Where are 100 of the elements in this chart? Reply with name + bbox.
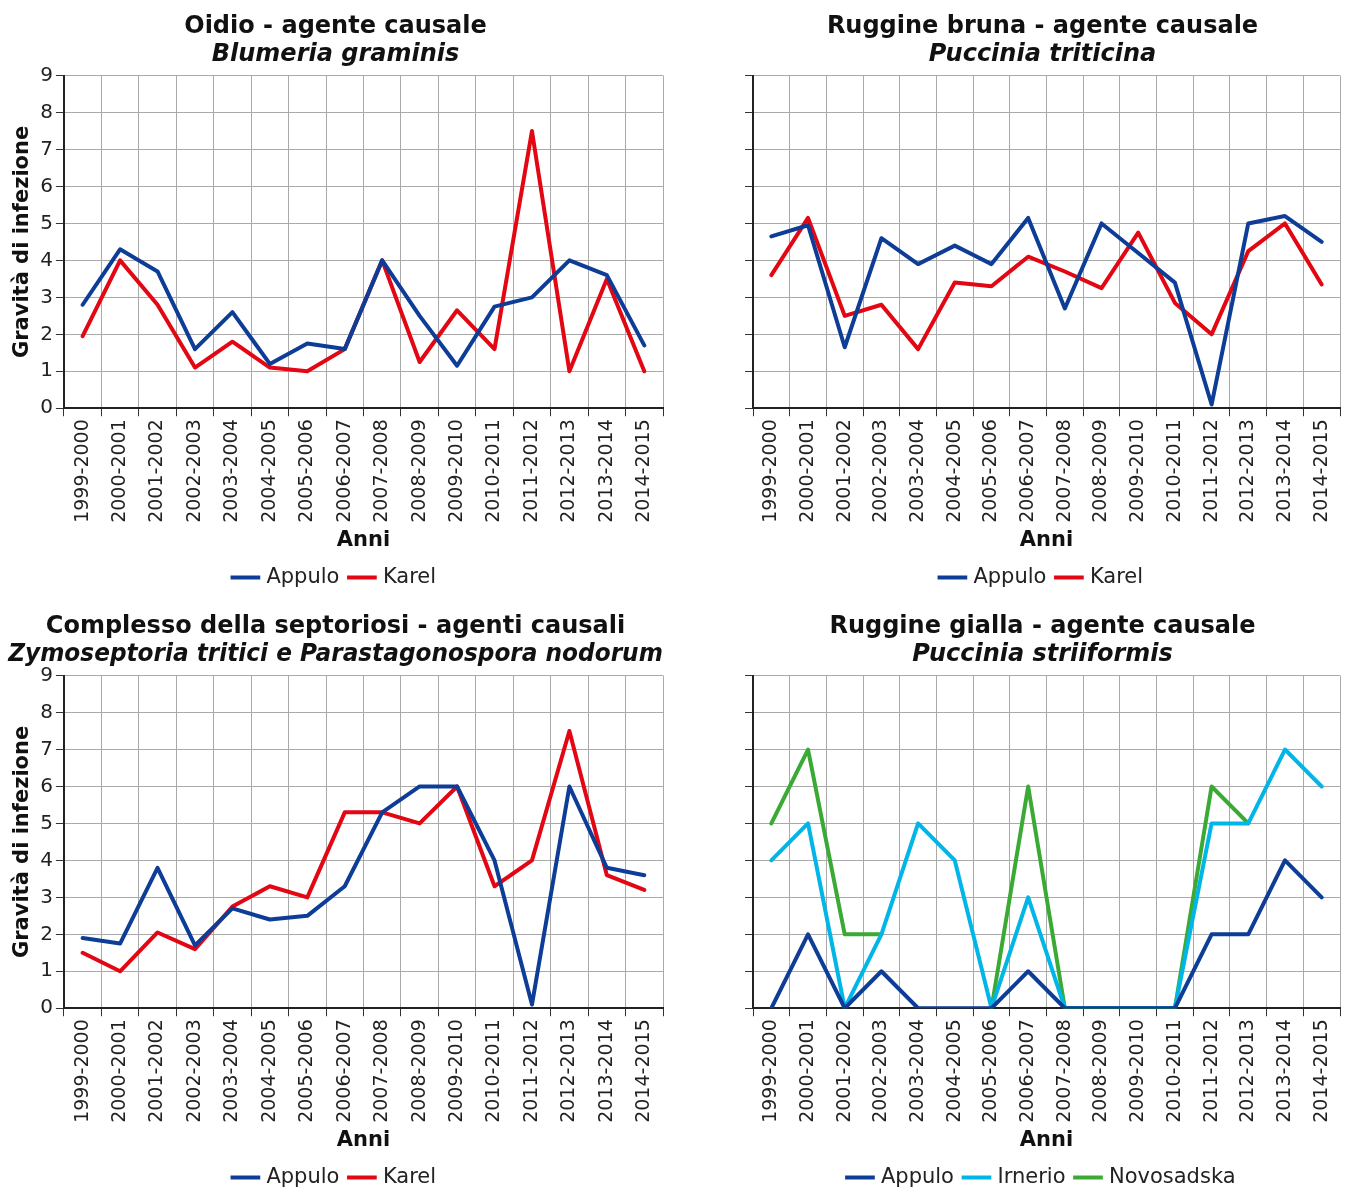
x-tick-label: 2008-2009: [1088, 419, 1111, 523]
x-tick-label: 2004-2005: [256, 1019, 279, 1123]
x-tick-label: 1999-2000: [758, 419, 781, 523]
x-tick-label: 2011-2012: [518, 1019, 541, 1123]
legend-label: Appulo: [880, 1163, 954, 1188]
x-axis-title: Anni: [336, 1126, 391, 1151]
y-tick-label: 8: [40, 98, 53, 123]
x-tick-label: 2014-2015: [631, 1019, 654, 1123]
x-tick-label: 2001-2002: [144, 419, 167, 523]
x-tick-label: 2009-2010: [1125, 1019, 1148, 1123]
x-tick-label: 1999-2000: [758, 1019, 781, 1123]
y-tick-label: 1: [40, 957, 53, 982]
y-tick-label: 5: [40, 209, 53, 234]
y-tick-label: 4: [40, 246, 53, 271]
x-tick-label: 2007-2008: [1051, 1019, 1074, 1123]
x-tick-label: 2013-2014: [593, 419, 616, 523]
y-tick-label: 2: [40, 320, 53, 345]
y-tick-label: 6: [40, 172, 53, 197]
x-tick-label: 2004-2005: [941, 1019, 964, 1123]
x-tick-label: 2010-2011: [1161, 1019, 1184, 1123]
x-tick-label: 2002-2003: [181, 1019, 204, 1123]
x-tick-label: 2013-2014: [1271, 1019, 1294, 1123]
x-tick-label: 2008-2009: [1088, 1019, 1111, 1123]
chart-title: Ruggine gialla - agente causale: [829, 610, 1256, 639]
chart-title: Complesso della septoriosi - agenti causali: [45, 610, 626, 639]
legend-label: Appulo: [266, 563, 340, 588]
x-tick-label: 2009-2010: [444, 1019, 467, 1123]
x-tick-label: 2006-2007: [331, 419, 354, 523]
x-tick-label: 2012-2013: [1235, 1019, 1258, 1123]
legend-label: Karel: [1089, 563, 1144, 588]
x-tick-label: 2013-2014: [1271, 419, 1294, 523]
x-tick-label: 2010-2011: [481, 1019, 504, 1123]
x-tick-label: 2000-2001: [107, 1019, 130, 1123]
x-tick-label: 2001-2002: [144, 1019, 167, 1123]
x-tick-label: 2006-2007: [1015, 419, 1038, 523]
y-tick-label: 1: [40, 357, 53, 382]
x-tick-label: 2011-2012: [1198, 419, 1221, 523]
legend-label: Appulo: [973, 563, 1047, 588]
chart-subtitle: Puccinia triticina: [928, 39, 1157, 68]
x-tick-label: 2007-2008: [1051, 419, 1074, 523]
x-axis-title: Anni: [336, 526, 391, 551]
x-tick-label: 2003-2004: [219, 419, 242, 523]
x-axis-title: Anni: [1019, 1126, 1074, 1151]
legend-label: Karel: [382, 563, 437, 588]
x-tick-label: 2008-2009: [406, 419, 429, 523]
x-tick-label: 2005-2006: [294, 1019, 317, 1123]
y-tick-label: 0: [40, 994, 53, 1019]
legend-label: Novosadska: [1108, 1163, 1236, 1188]
x-tick-label: 2004-2005: [941, 419, 964, 523]
x-tick-label: 2005-2006: [294, 419, 317, 523]
x-tick-label: 2002-2003: [868, 1019, 891, 1123]
x-tick-label: 2005-2006: [978, 1019, 1001, 1123]
y-tick-label: 4: [40, 846, 53, 871]
y-tick-label: 7: [40, 735, 53, 760]
x-tick-label: 2009-2010: [1125, 419, 1148, 523]
x-tick-label: 2001-2002: [831, 1019, 854, 1123]
chart-subtitle: Blumeria graminis: [211, 39, 460, 68]
x-tick-label: 2010-2011: [1161, 419, 1184, 523]
x-tick-label: 2014-2015: [631, 419, 654, 523]
y-tick-label: 7: [40, 135, 53, 160]
x-tick-label: 2002-2003: [181, 419, 204, 523]
x-tick-label: 2013-2014: [593, 1019, 616, 1123]
chart-subtitle: Puccinia striiformis: [912, 639, 1173, 668]
y-tick-label: 3: [40, 883, 53, 908]
x-tick-label: 2008-2009: [406, 1019, 429, 1123]
x-tick-label: 2005-2006: [978, 419, 1001, 523]
legend-label: Appulo: [266, 1163, 340, 1188]
x-axis-title: Anni: [1019, 526, 1074, 551]
x-tick-label: 2003-2004: [905, 1019, 928, 1123]
x-tick-label: 2004-2005: [256, 419, 279, 523]
x-tick-label: 2000-2001: [107, 419, 130, 523]
y-tick-label: 3: [40, 283, 53, 308]
x-tick-label: 2003-2004: [905, 419, 928, 523]
y-axis-title: Gravità di infezione: [9, 725, 34, 959]
x-tick-label: 2007-2008: [369, 419, 392, 523]
x-tick-label: 2006-2007: [331, 1019, 354, 1123]
x-tick-label: 2012-2013: [1235, 419, 1258, 523]
x-tick-label: 2012-2013: [556, 1019, 579, 1123]
legend-label: Irnerio: [997, 1163, 1066, 1188]
x-tick-label: 2001-2002: [831, 419, 854, 523]
y-tick-label: 6: [40, 772, 53, 797]
chart-title: Ruggine bruna - agente causale: [826, 10, 1259, 39]
y-tick-label: 0: [40, 394, 53, 419]
y-tick-label: 8: [40, 698, 53, 723]
x-tick-label: 2012-2013: [556, 419, 579, 523]
x-tick-label: 2009-2010: [444, 419, 467, 523]
x-tick-label: 2014-2015: [1308, 419, 1331, 523]
y-axis-title: Gravità di infezione: [9, 125, 34, 359]
y-tick-label: 5: [40, 809, 53, 834]
x-tick-label: 2000-2001: [794, 419, 817, 523]
y-tick-label: 2: [40, 920, 53, 945]
legend-label: Karel: [382, 1163, 437, 1188]
x-tick-label: 2002-2003: [868, 419, 891, 523]
x-tick-label: 2010-2011: [481, 419, 504, 523]
x-tick-label: 2011-2012: [518, 419, 541, 523]
x-tick-label: 2007-2008: [369, 1019, 392, 1123]
x-tick-label: 2011-2012: [1198, 1019, 1221, 1123]
x-tick-label: 2000-2001: [794, 1019, 817, 1123]
x-tick-label: 1999-2000: [69, 1019, 92, 1123]
x-tick-label: 2014-2015: [1308, 1019, 1331, 1123]
